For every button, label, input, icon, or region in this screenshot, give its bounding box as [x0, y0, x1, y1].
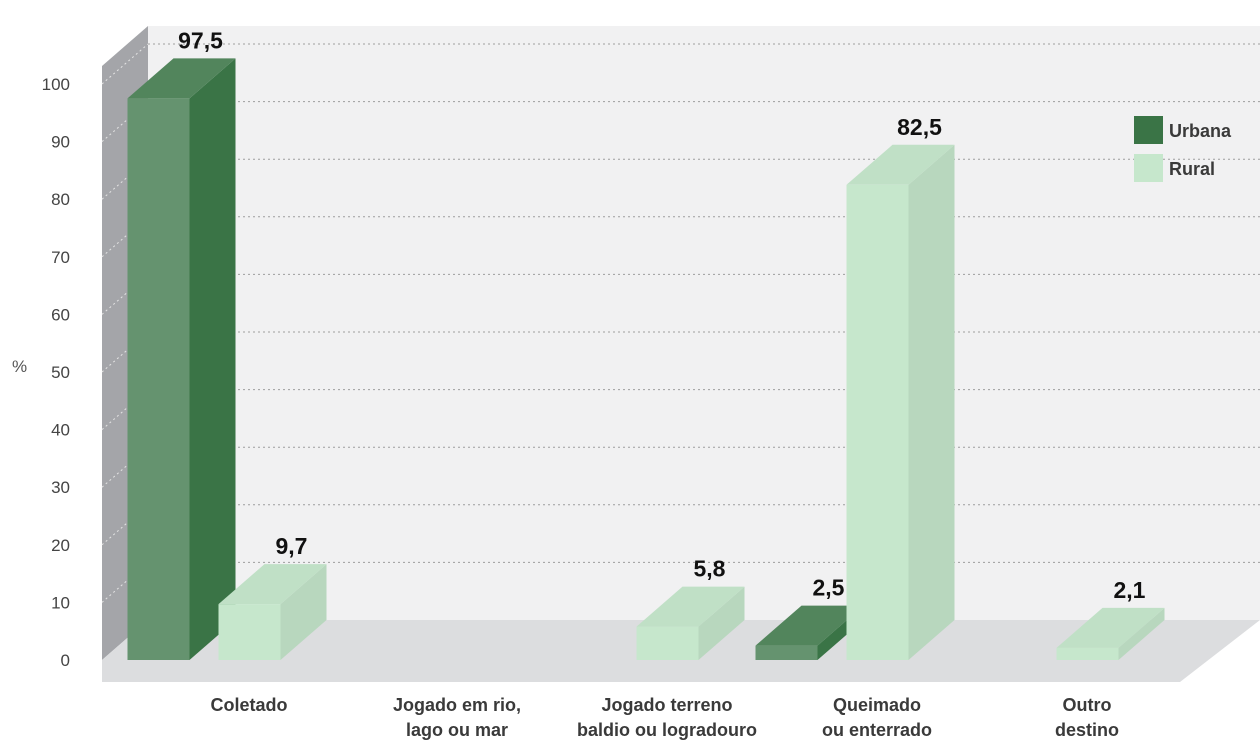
bar-top-face	[846, 144, 955, 185]
bar-side-face	[1118, 607, 1165, 660]
bar-side-face	[280, 564, 327, 660]
bar-side-face	[908, 144, 955, 661]
legend-swatch-urbana	[1134, 116, 1163, 144]
x-category-label: ou enterrado	[822, 720, 932, 740]
bar-top-face	[127, 58, 236, 99]
bar-top-face	[1056, 607, 1165, 648]
bar-rural	[846, 144, 955, 661]
legend-label-urbana: Urbana	[1169, 121, 1232, 141]
y-tick-label: 80	[51, 190, 70, 209]
bar-front-face	[636, 626, 699, 660]
y-tick-label: 20	[51, 536, 70, 555]
data-label: 5,8	[694, 556, 726, 582]
data-label: 2,1	[1114, 577, 1146, 603]
bar-top-face	[636, 586, 745, 627]
x-category-label: Jogado terreno	[601, 695, 732, 715]
y-tick-label: 70	[51, 248, 70, 267]
bar-rural	[636, 586, 745, 660]
gridline	[101, 43, 149, 85]
bar-top-face	[755, 605, 864, 646]
x-category-label: baldio ou logradouro	[577, 720, 757, 740]
x-category-label: Queimado	[833, 695, 921, 715]
data-label: 2,5	[813, 575, 845, 601]
x-category-label: Coletado	[210, 695, 287, 715]
bar-front-face	[846, 184, 909, 661]
bar-top-face	[218, 564, 327, 605]
bar-front-face	[755, 645, 818, 660]
bar-front-face	[127, 98, 190, 660]
legend-label-rural: Rural	[1169, 159, 1215, 179]
bar-rural	[218, 564, 327, 660]
y-axis-label: %	[12, 357, 27, 376]
y-tick-label: 50	[51, 363, 70, 382]
bar-front-face	[218, 604, 281, 660]
y-tick-label: 60	[51, 305, 70, 324]
data-label: 82,5	[897, 114, 942, 140]
x-category-label: Jogado em rio,	[393, 695, 521, 715]
data-label: 9,7	[276, 533, 308, 559]
bar-side-face	[698, 586, 745, 660]
y-tick-label: 10	[51, 593, 70, 612]
legend-swatch-rural	[1134, 154, 1163, 182]
x-category-label: lago ou mar	[406, 720, 508, 740]
bar-front-face	[1056, 647, 1119, 660]
data-label: 97,5	[178, 27, 223, 53]
x-category-label: Outro	[1063, 695, 1112, 715]
y-tick-label: 100	[42, 75, 70, 94]
bar-urbana	[127, 58, 236, 660]
bar-rural	[1056, 607, 1165, 660]
y-tick-label: 90	[51, 133, 70, 152]
x-category-label: destino	[1055, 720, 1119, 740]
y-tick-label: 30	[51, 478, 70, 497]
y-tick-label: 40	[51, 421, 70, 440]
bar-side-face	[189, 58, 236, 660]
back-wall	[148, 26, 1260, 620]
y-tick-label: 0	[61, 651, 70, 670]
